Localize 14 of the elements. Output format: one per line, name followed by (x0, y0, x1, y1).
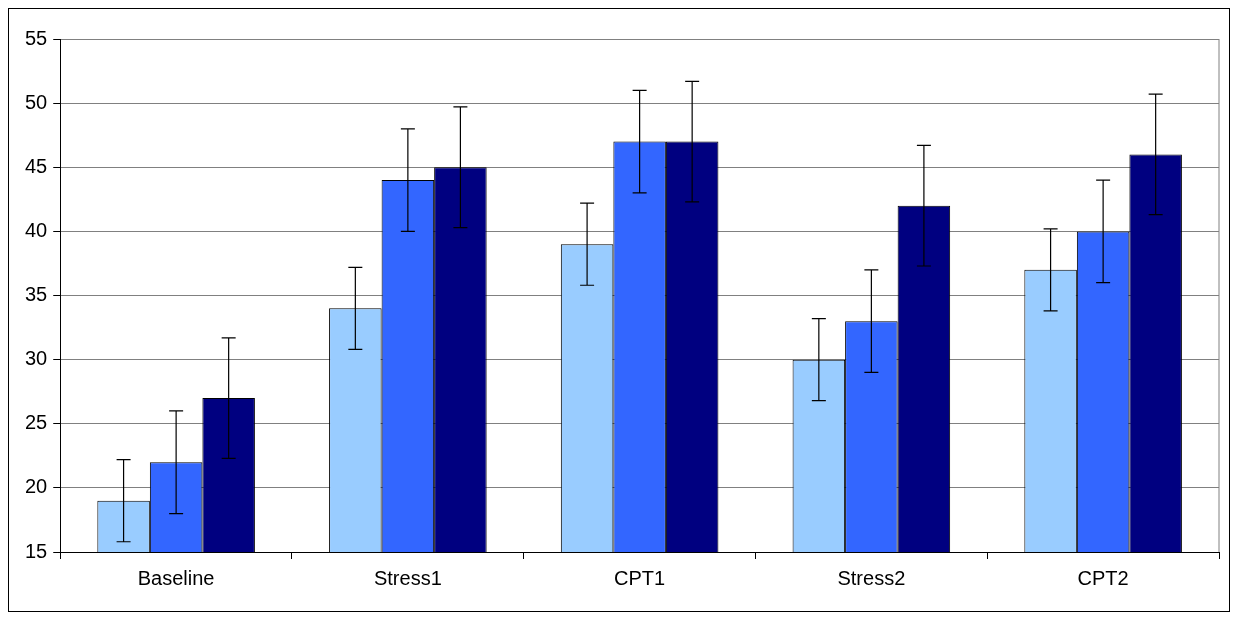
y-tick-label: 45 (25, 154, 48, 177)
x-tick-label: CPT2 (1077, 566, 1129, 589)
x-tick-label: Stress1 (373, 566, 442, 589)
y-tick-label: 35 (25, 283, 48, 306)
x-tick-label: Stress2 (837, 566, 906, 589)
x-tick-label: CPT1 (614, 566, 666, 589)
y-tick-label: 30 (25, 347, 48, 370)
y-tick-label: 25 (25, 411, 48, 434)
y-tick-label: 55 (25, 26, 48, 49)
y-tick-label: 15 (25, 539, 48, 562)
y-tick-label: 20 (25, 475, 48, 498)
y-tick-label: 50 (25, 90, 48, 113)
y-tick-label: 40 (25, 218, 48, 241)
x-tick-label: Baseline (137, 566, 215, 589)
